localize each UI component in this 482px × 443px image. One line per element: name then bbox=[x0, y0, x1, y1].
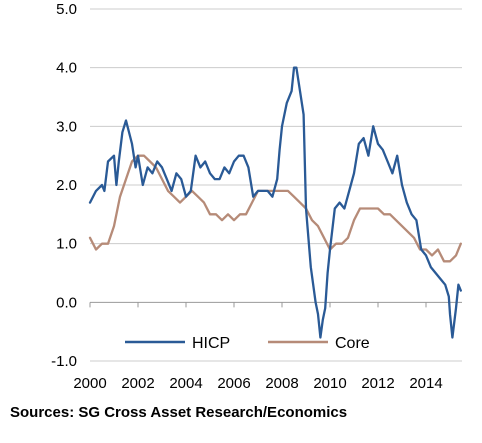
y-tick-label: 3.0 bbox=[56, 118, 77, 135]
legend: HICP Core bbox=[125, 335, 370, 352]
y-tick-label: -1.0 bbox=[51, 353, 77, 370]
legend-core-label: Core bbox=[335, 335, 370, 352]
x-tick-label: 2014 bbox=[409, 375, 442, 392]
y-tick-label: 4.0 bbox=[56, 60, 77, 77]
x-axis: 2000 2002 2004 2006 2008 2010 2012 2014 bbox=[73, 301, 462, 392]
x-tick-label: 2012 bbox=[361, 375, 394, 392]
y-axis-ticks: -1.0 0.0 1.0 2.0 3.0 4.0 5.0 bbox=[51, 1, 77, 370]
x-tick-label: 2006 bbox=[217, 375, 250, 392]
x-tick-label: 2004 bbox=[169, 375, 202, 392]
x-tick-label: 2002 bbox=[121, 375, 154, 392]
source-note: Sources: SG Cross Asset Research/Economi… bbox=[10, 404, 347, 421]
y-tick-label: 2.0 bbox=[56, 177, 77, 194]
series-line-hicp bbox=[88, 66, 462, 339]
series-lines bbox=[88, 66, 462, 339]
y-tick-label: 0.0 bbox=[56, 294, 77, 311]
legend-hicp-label: HICP bbox=[192, 335, 230, 352]
x-tick-label: 2010 bbox=[313, 375, 346, 392]
x-tick-label: 2008 bbox=[265, 375, 298, 392]
x-tick-label: 2000 bbox=[73, 375, 106, 392]
y-tick-label: 1.0 bbox=[56, 236, 77, 253]
series-line-core bbox=[88, 154, 462, 263]
y-tick-label: 5.0 bbox=[56, 1, 77, 18]
